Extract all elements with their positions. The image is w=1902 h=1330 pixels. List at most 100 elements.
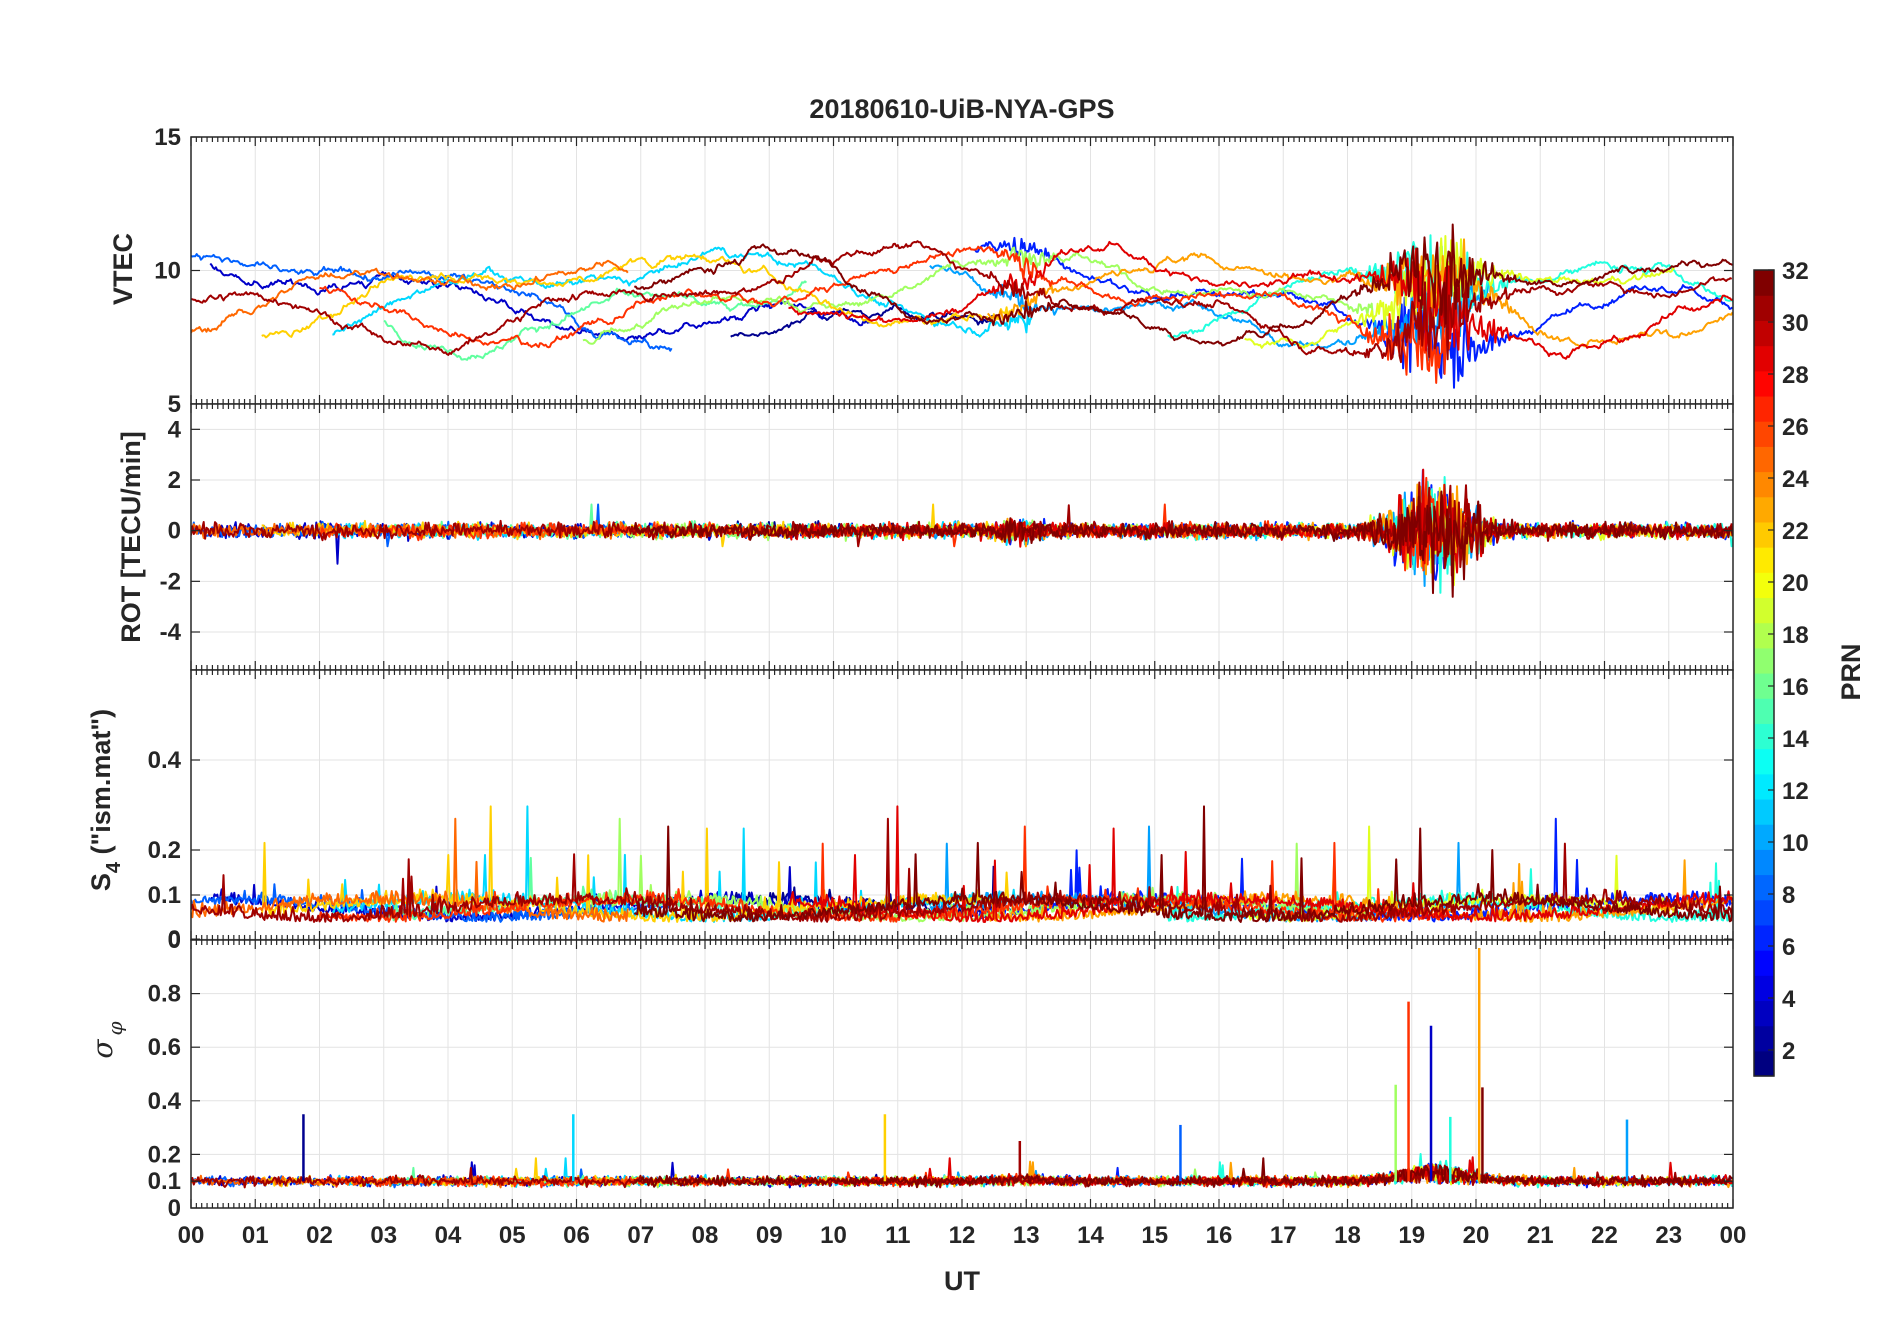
s4-y-tick-label: 0.4 bbox=[148, 747, 182, 774]
colorbar-tick-label: 18 bbox=[1782, 622, 1809, 649]
colorbar-segment bbox=[1754, 370, 1774, 397]
sigma-phi-y-tick-label: 0.6 bbox=[148, 1034, 181, 1061]
vtec-series-prn-32 bbox=[634, 223, 1733, 347]
colorbar-segment bbox=[1754, 622, 1774, 649]
vtec-series-prn-31 bbox=[191, 240, 1733, 364]
vtec-series-prn-25 bbox=[191, 259, 629, 334]
colorbar-segment bbox=[1754, 547, 1774, 573]
x-tick-label: 18 bbox=[1334, 1222, 1361, 1249]
colorbar-segment bbox=[1754, 723, 1774, 750]
colorbar-segment bbox=[1754, 849, 1774, 876]
colorbar-segment bbox=[1754, 1025, 1774, 1052]
colorbar-segment bbox=[1754, 924, 1774, 951]
x-tick-label: 00 bbox=[1720, 1222, 1747, 1249]
sigma-phi-series-prn-32 bbox=[634, 1157, 1733, 1189]
rot-y-tick-label: 0 bbox=[168, 518, 181, 545]
vtec-series-prn-21 bbox=[261, 253, 1014, 339]
colorbar-tick-label: 32 bbox=[1782, 258, 1809, 285]
vtec-ylabel: VTEC bbox=[108, 233, 138, 305]
s4-series-prn-31 bbox=[191, 817, 1733, 923]
colorbar-segment bbox=[1754, 698, 1774, 724]
x-tick-label: 09 bbox=[756, 1222, 783, 1249]
x-tick-label: 23 bbox=[1655, 1222, 1682, 1249]
sigma-phi-panel: 00.10.2 0.4 0.6 0.8 00 01 02 03 04 05 06 07 08 09 10 11… bbox=[148, 939, 1747, 1249]
colorbar-segment bbox=[1754, 824, 1774, 850]
x-tick-label: 17 bbox=[1270, 1222, 1297, 1249]
colorbar-tick-label: 10 bbox=[1782, 830, 1809, 857]
vtec-panel: 5 10 15 bbox=[154, 124, 1734, 418]
rot-panel: -4 -2 0 2 4 bbox=[160, 403, 1734, 671]
vtec-series-prn-2 bbox=[730, 303, 995, 338]
colorbar-segment bbox=[1754, 572, 1774, 599]
x-tick-label: 15 bbox=[1141, 1222, 1168, 1249]
colorbar-tick-label: 22 bbox=[1782, 518, 1809, 545]
colorbar-segment bbox=[1754, 874, 1774, 901]
colorbar-segment bbox=[1754, 975, 1774, 1002]
colorbar-frame bbox=[1753, 269, 1775, 1077]
colorbar-label: PRN bbox=[1836, 643, 1866, 700]
s4-y-tick-label: 0.2 bbox=[148, 837, 181, 864]
s4-ylabel: S4 ("ism.mat") bbox=[86, 709, 125, 891]
sigma-phi-y-tick-label: 0.2 bbox=[148, 1141, 181, 1168]
s4-y-tick-label: 0.1 bbox=[148, 882, 181, 909]
colorbar-segment bbox=[1754, 748, 1774, 775]
x-tick-label: 00 bbox=[178, 1222, 205, 1249]
vtec-series-prn-15 bbox=[383, 280, 808, 361]
x-tick-label: 03 bbox=[370, 1222, 397, 1249]
x-tick-label: 05 bbox=[499, 1222, 526, 1249]
colorbar-tick-label: 16 bbox=[1782, 674, 1809, 701]
x-tick-label: 08 bbox=[692, 1222, 719, 1249]
x-axis-label: UT bbox=[944, 1266, 980, 1296]
x-tick-label: 04 bbox=[435, 1222, 462, 1249]
vtec-y-tick-label: 15 bbox=[154, 124, 181, 151]
colorbar-segment bbox=[1754, 446, 1774, 473]
s4-y-tick-label: 0 bbox=[168, 927, 181, 954]
colorbar-segment bbox=[1754, 521, 1774, 548]
colorbar-segment bbox=[1754, 295, 1774, 321]
x-tick-label: 16 bbox=[1206, 1222, 1233, 1249]
x-tick-label: 20 bbox=[1463, 1222, 1490, 1249]
colorbar-segment bbox=[1754, 320, 1774, 347]
colorbar-tick-label: 26 bbox=[1782, 414, 1809, 441]
rot-y-tick-label: 2 bbox=[168, 467, 181, 494]
colorbar-segment bbox=[1754, 647, 1774, 674]
x-tick-label: 10 bbox=[820, 1222, 847, 1249]
s4-series-prn-32 bbox=[633, 805, 1733, 923]
rot-y-tick-label: -2 bbox=[160, 568, 181, 595]
rot-ylabel: ROT [TECU/min] bbox=[116, 431, 146, 642]
x-tick-label: 11 bbox=[885, 1222, 910, 1249]
colorbar-tick-label: 8 bbox=[1782, 882, 1795, 909]
s4-y-tick-label: 0 bbox=[168, 926, 181, 953]
sigma-phi-y-tick-label: 0.4 bbox=[148, 1088, 182, 1115]
x-tick-label: 22 bbox=[1591, 1222, 1618, 1249]
colorbar-tick-label: 24 bbox=[1782, 466, 1809, 493]
colorbar-segment bbox=[1754, 798, 1774, 825]
x-tick-label: 06 bbox=[563, 1222, 590, 1249]
sigma-phi-y-tick-label: 0 bbox=[168, 1195, 181, 1222]
colorbar-segment bbox=[1754, 345, 1774, 372]
vtec-y-tick-label: 5 bbox=[168, 391, 181, 418]
colorbar-segment bbox=[1754, 395, 1774, 422]
colorbar-tick-label: 6 bbox=[1782, 934, 1795, 961]
rot-series-prn-32 bbox=[633, 490, 1733, 598]
colorbar-tick-label: 30 bbox=[1782, 310, 1809, 337]
sigma-phi-series-group bbox=[191, 948, 1733, 1189]
s4-panel: 000.10.20.4 bbox=[148, 669, 1734, 954]
x-tick-label: 13 bbox=[1013, 1222, 1040, 1249]
sigma-phi-y-tick-label: 0.8 bbox=[148, 981, 181, 1008]
colorbar-tick-label: 20 bbox=[1782, 570, 1809, 597]
x-tick-label: 07 bbox=[627, 1222, 654, 1249]
chart-title: 20180610-UiB-NYA-GPS bbox=[809, 94, 1114, 124]
rot-y-tick-label: -4 bbox=[160, 619, 182, 646]
vtec-series-group bbox=[191, 223, 1733, 389]
vtec-series-prn-27 bbox=[319, 245, 1452, 384]
x-tick-label: 21 bbox=[1527, 1222, 1554, 1249]
colorbar-tick-label: 4 bbox=[1782, 986, 1796, 1013]
sigma-phi-y-tick-label: 0.1 bbox=[148, 1168, 181, 1195]
colorbar-segment bbox=[1754, 421, 1774, 447]
x-tick-label: 12 bbox=[949, 1222, 976, 1249]
colorbar-segment bbox=[1754, 950, 1774, 976]
colorbar-tick-label: 2 bbox=[1782, 1038, 1795, 1065]
